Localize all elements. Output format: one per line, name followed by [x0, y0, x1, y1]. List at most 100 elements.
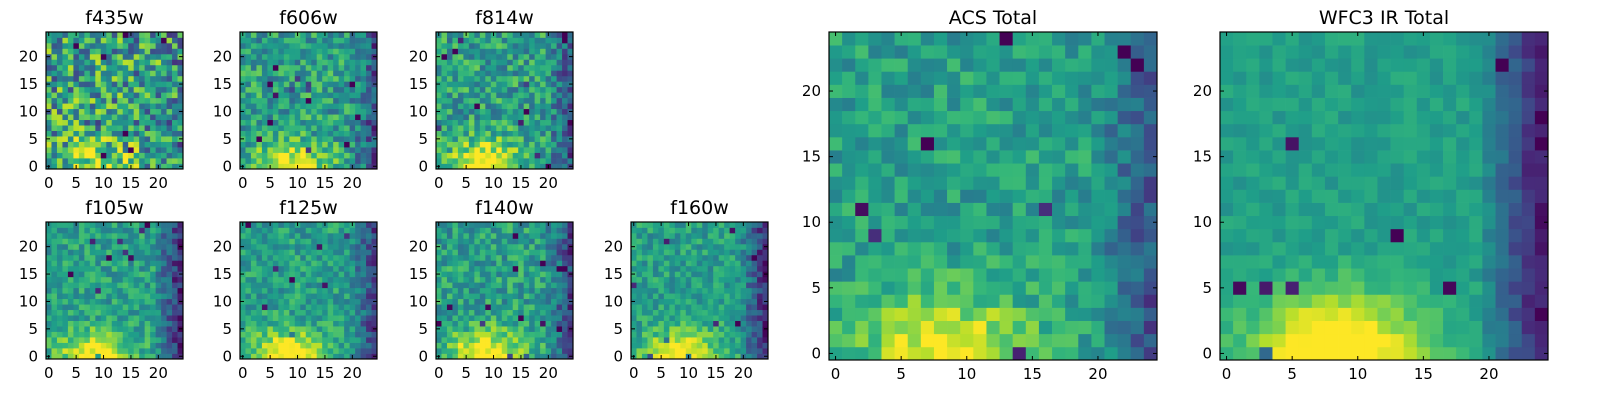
heatmap-cell: [468, 81, 475, 88]
x-tick-label: 15: [315, 174, 334, 192]
heatmap-cell: [740, 254, 747, 261]
heatmap-cell: [283, 282, 290, 289]
heatmap-cell: [155, 348, 162, 354]
heatmap-cell: [691, 293, 698, 300]
heatmap-cell: [529, 42, 535, 49]
x-tick-label: 10: [288, 364, 307, 382]
heatmap-cell: [128, 238, 135, 245]
heatmap-cell: [122, 86, 129, 93]
heatmap-cell: [474, 141, 481, 148]
heatmap-cell: [474, 86, 481, 93]
heatmap-cell: [278, 315, 285, 321]
heatmap-cell: [294, 348, 301, 354]
heatmap-cell: [338, 125, 345, 131]
heatmap-cell: [556, 254, 563, 261]
heatmap-cell: [551, 64, 557, 71]
heatmap-cell: [446, 243, 453, 250]
heatmap-cell: [51, 59, 58, 66]
heatmap-cell: [84, 326, 91, 332]
heatmap-cell: [457, 260, 464, 267]
heatmap-cell: [485, 331, 492, 338]
heatmap-cell: [960, 294, 974, 308]
heatmap-cell: [294, 298, 301, 305]
heatmap-cell: [474, 326, 481, 332]
heatmap-cell: [534, 147, 541, 153]
heatmap-cell: [540, 64, 546, 71]
heatmap-cell: [294, 158, 301, 164]
heatmap-cell: [150, 331, 156, 338]
heatmap-cell: [707, 282, 714, 289]
heatmap-cell: [51, 125, 58, 131]
heatmap-cell: [144, 81, 151, 88]
heatmap-cell: [441, 158, 448, 164]
heatmap-cell: [567, 37, 574, 44]
heatmap-cell: [556, 114, 563, 121]
heatmap-cell: [166, 331, 173, 338]
heatmap-cell: [474, 64, 481, 71]
heatmap-cell: [117, 309, 124, 316]
heatmap-cell: [300, 147, 307, 153]
heatmap-cell: [631, 265, 637, 272]
heatmap-cell: [89, 70, 96, 77]
heatmap-cell: [106, 243, 113, 250]
heatmap-cell: [881, 281, 895, 295]
heatmap-cell: [327, 81, 334, 88]
heatmap-cell: [338, 222, 345, 228]
heatmap-cell: [67, 320, 74, 327]
heatmap-cell: [485, 86, 492, 93]
heatmap-cell: [67, 48, 74, 55]
heatmap-cell: [338, 227, 345, 234]
heatmap-cell: [100, 97, 107, 104]
heatmap-cell: [56, 331, 63, 338]
heatmap-cell: [89, 238, 96, 245]
heatmap-cell: [920, 215, 935, 230]
heatmap-cell: [46, 331, 52, 338]
heatmap-cell: [349, 75, 356, 82]
heatmap-cell: [960, 281, 974, 295]
heatmap-cell: [436, 331, 442, 338]
heatmap-cell: [518, 119, 525, 126]
heatmap-cell: [868, 307, 882, 321]
heatmap-cell: [529, 260, 535, 267]
heatmap-cell: [128, 152, 135, 159]
heatmap-cell: [446, 119, 453, 126]
heatmap-cell: [117, 348, 124, 354]
heatmap-cell: [267, 158, 274, 164]
heatmap-cell: [507, 232, 514, 239]
heatmap-cell: [117, 243, 124, 250]
heatmap-cell: [735, 254, 741, 261]
heatmap-cell: [95, 249, 102, 256]
heatmap-cell: [139, 97, 145, 104]
heatmap-cell: [496, 271, 503, 278]
heatmap-cell: [73, 271, 80, 278]
heatmap-cell: [441, 152, 448, 159]
heatmap-cell: [441, 114, 448, 121]
heatmap-cell: [111, 81, 118, 88]
heatmap-cell: [468, 282, 475, 289]
heatmap-cell: [757, 260, 763, 267]
heatmap-cell: [272, 108, 279, 115]
heatmap-cell: [316, 326, 323, 332]
heatmap-cell: [947, 241, 961, 256]
heatmap-cell: [485, 282, 492, 289]
heatmap-cell: [56, 37, 63, 44]
heatmap-cell: [355, 64, 361, 71]
heatmap-cell: [78, 147, 85, 153]
heatmap-cell: [333, 331, 339, 338]
heatmap-cell: [300, 125, 307, 131]
heatmap-cell: [702, 260, 709, 267]
heatmap-cell: [78, 260, 85, 267]
heatmap-cell: [713, 348, 720, 354]
heatmap-cell: [333, 163, 339, 170]
heatmap-cell: [545, 114, 552, 121]
heatmap-cell: [67, 304, 74, 311]
heatmap-cell: [349, 92, 356, 99]
heatmap-cell: [518, 92, 525, 99]
heatmap-cell: [479, 293, 486, 300]
heatmap-cell: [680, 309, 687, 316]
heatmap-cell: [122, 265, 129, 272]
heatmap-cell: [311, 337, 318, 343]
heatmap-cell: [46, 282, 52, 289]
heatmap-cell: [344, 163, 350, 170]
heatmap-cell: [338, 141, 345, 148]
